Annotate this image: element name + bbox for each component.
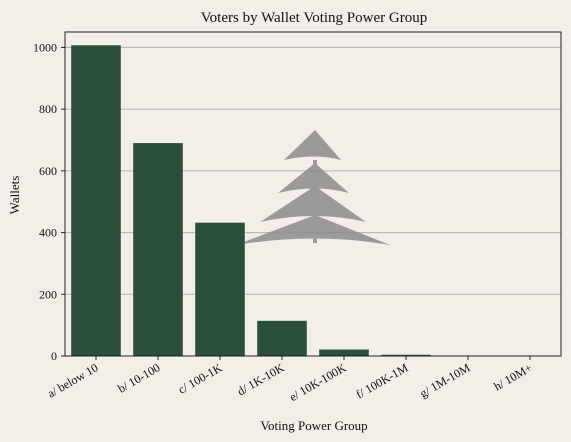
- x-axis-label: Voting Power Group: [260, 418, 367, 433]
- bar: [71, 45, 121, 357]
- chart-title: Voters by Wallet Voting Power Group: [201, 10, 427, 26]
- bar: [257, 320, 307, 356]
- y-tick-label: 1000: [33, 40, 57, 54]
- bar: [381, 354, 431, 356]
- y-tick-label: 800: [39, 102, 57, 116]
- y-tick-label: 200: [39, 287, 57, 301]
- bar: [319, 349, 369, 356]
- y-tick-label: 0: [51, 349, 57, 363]
- y-tick-label: 600: [39, 164, 57, 178]
- y-axis-ticks: 0 200 400 600 800 1000: [33, 40, 65, 363]
- bars: [71, 45, 555, 357]
- pine-tree-icon: [236, 130, 390, 245]
- bar: [195, 222, 245, 356]
- y-axis-label: Wallets: [7, 176, 22, 215]
- bar: [133, 143, 183, 356]
- plot-frame: [64, 31, 562, 357]
- y-tick-label: 400: [39, 226, 57, 240]
